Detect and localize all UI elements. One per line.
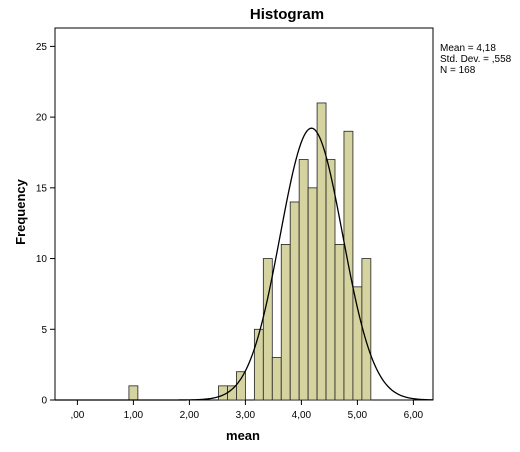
histogram-bar-6 <box>271 357 282 401</box>
histogram-bar-9 <box>298 159 309 401</box>
normal-curve-group <box>55 127 434 401</box>
y-tick-label-1: 5 <box>41 325 47 336</box>
x-tick-label-4: 4,00 <box>292 410 312 421</box>
histogram-bar-5 <box>262 258 273 401</box>
stats-box: Mean = 4,18 Std. Dev. = ,558 N = 168 <box>440 43 512 76</box>
chart-title: Histogram <box>250 6 324 23</box>
y-tick-label-0: 0 <box>41 396 47 407</box>
y-tick-label-5: 25 <box>36 42 48 53</box>
normal-curve <box>55 127 434 401</box>
histogram-bar-2 <box>227 385 237 401</box>
stats-mean: Mean = 4,18 <box>440 43 496 54</box>
x-tick-label-3: 3,00 <box>236 410 256 421</box>
y-tick-label-3: 15 <box>36 183 48 194</box>
histogram-bar-10 <box>307 187 318 401</box>
y-axis-ticks: 0 5 10 15 20 25 <box>36 42 55 407</box>
histogram-bar-13 <box>334 244 345 401</box>
y-tick-label-4: 20 <box>36 113 48 124</box>
histogram-bar-11 <box>316 102 327 401</box>
x-tick-label-2: 2,00 <box>180 410 200 421</box>
histogram-bar-12 <box>325 159 336 401</box>
x-tick-label-6: 6,00 <box>404 410 424 421</box>
histogram-bar-7 <box>280 244 291 401</box>
plot-area <box>54 27 434 401</box>
stats-std-dev: Std. Dev. = ,558 <box>440 54 512 65</box>
x-tick-label-5: 5,00 <box>348 410 368 421</box>
y-axis-title: Frequency <box>13 178 28 245</box>
x-tick-label-1: 1,00 <box>124 410 144 421</box>
histogram-bar-3 <box>236 371 246 401</box>
histogram-bar-15 <box>352 286 363 401</box>
histogram-bar-0 <box>128 385 139 401</box>
x-tick-label-0: ,00 <box>70 410 84 421</box>
x-axis-title: mean <box>226 428 260 443</box>
y-tick-label-2: 10 <box>36 254 48 265</box>
histogram-bar-4 <box>253 328 264 401</box>
histogram-bar-8 <box>289 201 300 401</box>
x-axis-ticks: ,00 1,00 2,00 3,00 4,00 5,00 6,00 <box>70 400 424 421</box>
plot-frame <box>54 27 434 401</box>
stats-n: N = 168 <box>440 65 476 76</box>
histogram-bar-16 <box>361 258 372 401</box>
